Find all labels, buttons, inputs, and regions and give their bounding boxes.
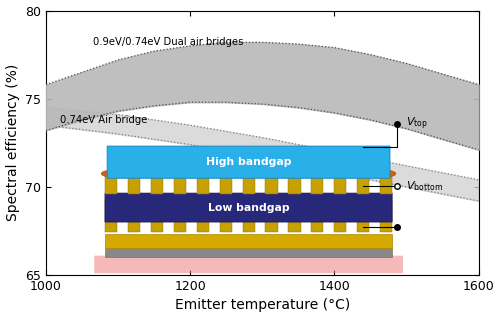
Bar	[150, 172, 163, 194]
Ellipse shape	[124, 170, 144, 177]
Bar	[128, 172, 140, 194]
Bar	[220, 172, 232, 194]
Ellipse shape	[262, 170, 281, 177]
Bar	[334, 172, 346, 194]
Ellipse shape	[216, 170, 236, 177]
Bar	[105, 234, 392, 248]
Ellipse shape	[239, 170, 258, 177]
Bar	[288, 172, 300, 194]
FancyBboxPatch shape	[107, 146, 390, 178]
Ellipse shape	[330, 170, 350, 177]
Bar	[358, 172, 370, 194]
Bar	[105, 248, 392, 257]
Bar	[312, 201, 324, 232]
Bar	[358, 201, 370, 232]
Ellipse shape	[308, 170, 327, 177]
Ellipse shape	[170, 170, 190, 177]
FancyBboxPatch shape	[94, 256, 403, 273]
Text: 0.74eV Air bridge: 0.74eV Air bridge	[60, 114, 148, 125]
Text: $V_\mathregular{bottom}$: $V_\mathregular{bottom}$	[406, 179, 444, 193]
Bar	[150, 201, 163, 232]
Bar	[266, 172, 278, 194]
Ellipse shape	[193, 170, 212, 177]
Bar	[242, 172, 254, 194]
Text: 0.9eV/0.74eV Dual air bridges: 0.9eV/0.74eV Dual air bridges	[93, 37, 243, 47]
Text: High bandgap: High bandgap	[206, 157, 292, 167]
Bar	[220, 201, 232, 232]
Bar	[196, 201, 208, 232]
Bar	[288, 201, 300, 232]
X-axis label: Emitter temperature (°C): Emitter temperature (°C)	[174, 299, 350, 313]
Bar	[380, 201, 392, 232]
Bar	[334, 201, 346, 232]
Ellipse shape	[354, 170, 373, 177]
Bar	[128, 201, 140, 232]
Bar	[174, 201, 186, 232]
Bar	[105, 201, 117, 232]
Bar	[266, 201, 278, 232]
Bar	[380, 172, 392, 194]
Bar	[312, 172, 324, 194]
Bar	[196, 172, 208, 194]
FancyBboxPatch shape	[105, 193, 392, 222]
Text: Low bandgap: Low bandgap	[208, 203, 290, 213]
Ellipse shape	[101, 170, 120, 177]
Bar	[242, 201, 254, 232]
Bar	[174, 172, 186, 194]
Y-axis label: Spectral efficiency (%): Spectral efficiency (%)	[6, 64, 20, 221]
Ellipse shape	[285, 170, 304, 177]
Ellipse shape	[376, 170, 396, 177]
Bar	[105, 172, 117, 194]
Ellipse shape	[147, 170, 167, 177]
Text: $V_\mathregular{top}$: $V_\mathregular{top}$	[406, 116, 428, 133]
